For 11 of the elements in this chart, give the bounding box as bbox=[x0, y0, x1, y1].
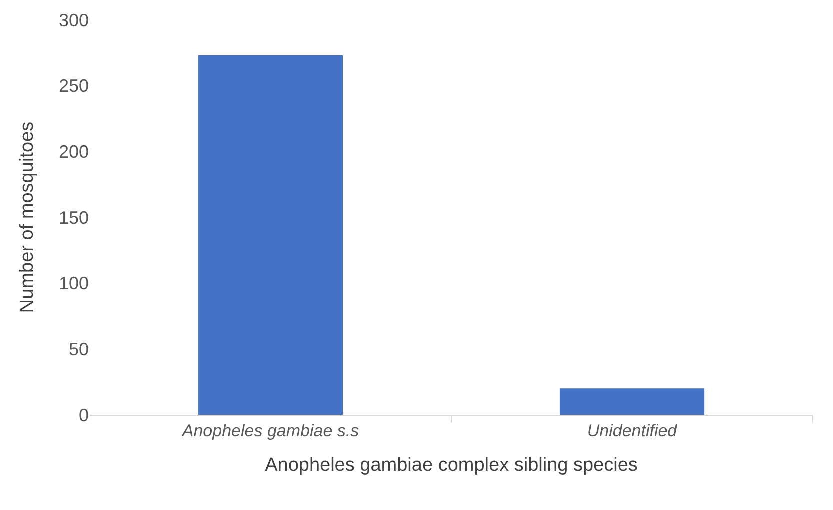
x-tick-label: Unidentified bbox=[587, 421, 678, 440]
y-tick-label: 100 bbox=[58, 274, 89, 294]
y-tick-label: 150 bbox=[58, 208, 89, 228]
x-tick-label: Anopheles gambiae s.s bbox=[181, 421, 360, 440]
x-axis-title: Anopheles gambiae complex sibling species bbox=[265, 455, 638, 476]
y-tick-label: 250 bbox=[58, 76, 89, 96]
y-axis-title: Number of mosquitoes bbox=[16, 122, 38, 314]
y-tick-label: 0 bbox=[78, 405, 89, 426]
y-tick-label: 200 bbox=[58, 142, 89, 162]
y-tick-label: 50 bbox=[68, 339, 89, 360]
y-tick-label: 300 bbox=[58, 10, 89, 30]
